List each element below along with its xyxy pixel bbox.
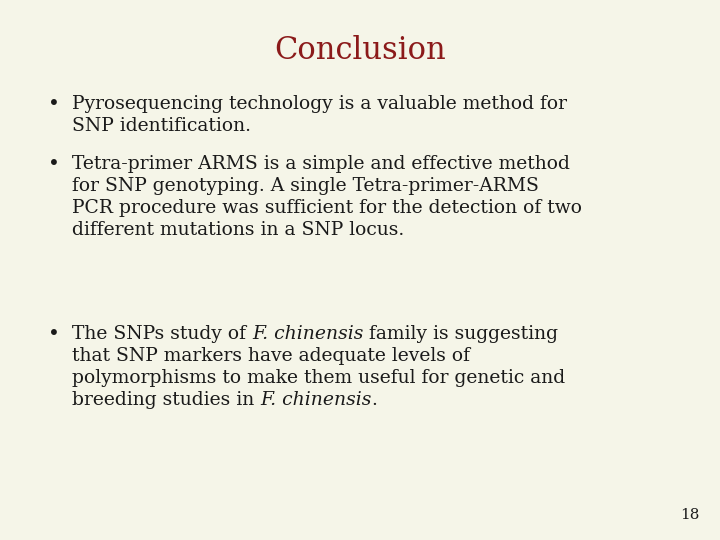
Text: Conclusion: Conclusion (274, 35, 446, 66)
Text: that SNP markers have adequate levels of: that SNP markers have adequate levels of (72, 347, 470, 365)
Text: .: . (372, 391, 377, 409)
Text: •: • (48, 95, 60, 114)
Text: 18: 18 (680, 508, 700, 522)
Text: SNP identification.: SNP identification. (72, 117, 251, 135)
Text: different mutations in a SNP locus.: different mutations in a SNP locus. (72, 221, 404, 239)
Text: Tetra-primer ARMS is a simple and effective method: Tetra-primer ARMS is a simple and effect… (72, 155, 570, 173)
Text: family is suggesting: family is suggesting (364, 325, 559, 343)
Text: for SNP genotyping. A single Tetra-primer-ARMS: for SNP genotyping. A single Tetra-prime… (72, 177, 539, 195)
Text: The SNPs study of: The SNPs study of (72, 325, 252, 343)
Text: breeding studies in: breeding studies in (72, 391, 260, 409)
Text: F. chinensis: F. chinensis (252, 325, 364, 343)
Text: F. chinensis: F. chinensis (260, 391, 372, 409)
Text: •: • (48, 155, 60, 174)
Text: polymorphisms to make them useful for genetic and: polymorphisms to make them useful for ge… (72, 369, 565, 387)
Text: •: • (48, 325, 60, 344)
Text: Pyrosequencing technology is a valuable method for: Pyrosequencing technology is a valuable … (72, 95, 567, 113)
Text: PCR procedure was sufficient for the detection of two: PCR procedure was sufficient for the det… (72, 199, 582, 217)
